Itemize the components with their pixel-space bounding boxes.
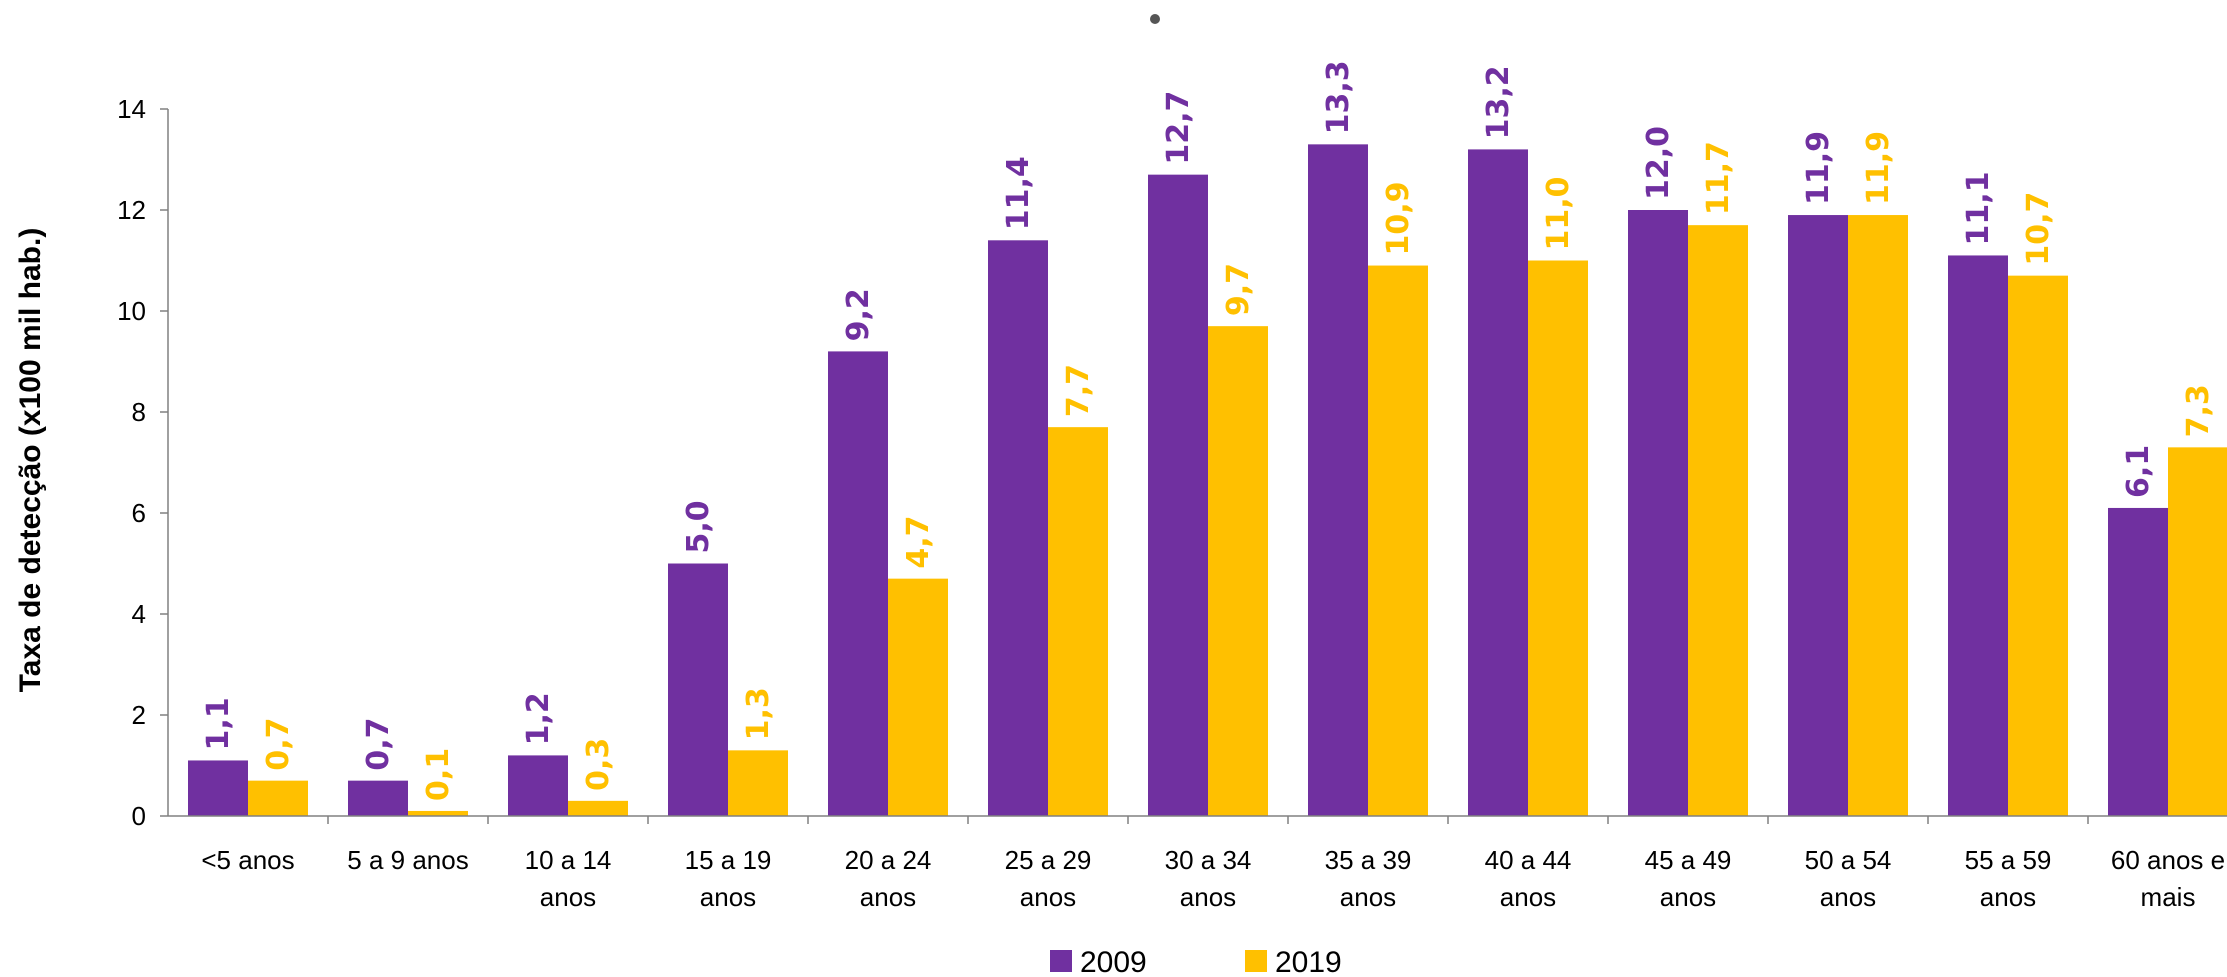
bar-2009 — [1788, 215, 1848, 817]
x-tick-label: 25 a 29 — [1005, 845, 1092, 875]
bar-2019 — [1048, 427, 1108, 816]
data-label-2009: 6,1 — [2121, 445, 2156, 498]
x-tick-label: anos — [1980, 882, 2036, 912]
bar-2009 — [668, 563, 728, 816]
x-tick-label: 60 anos e — [2111, 845, 2225, 875]
legend-label-2009: 2009 — [1080, 946, 1147, 977]
data-label-2019: 10,9 — [1381, 182, 1416, 256]
data-label-2019: 0,3 — [581, 738, 616, 791]
bar-2009 — [508, 755, 568, 816]
y-tick-label: 8 — [132, 397, 146, 427]
data-label-2009: 13,2 — [1481, 65, 1516, 139]
x-tick-label: anos — [540, 882, 596, 912]
bar-2019 — [248, 780, 308, 816]
data-label-2009: 9,2 — [841, 288, 876, 341]
data-label-2009: 12,7 — [1161, 91, 1196, 165]
data-label-2019: 1,3 — [741, 687, 776, 740]
bar-2019 — [568, 800, 628, 816]
legend-swatch-2009 — [1050, 950, 1072, 972]
x-tick-label: anos — [1340, 882, 1396, 912]
data-label-2019: 11,7 — [1701, 141, 1736, 215]
x-tick-label: anos — [1020, 882, 1076, 912]
x-tick-label: 45 a 49 — [1645, 845, 1732, 875]
x-tick-label: 10 a 14 — [525, 845, 612, 875]
bar-2019 — [1368, 265, 1428, 816]
y-tick-label: 14 — [117, 94, 146, 124]
x-tick-label: anos — [1180, 882, 1236, 912]
legend-swatch-2019 — [1245, 950, 1267, 972]
x-axis: <5 anos 5 a 9 anos 10 a 14 anos 15 a 19 anos 2… — [168, 815, 2227, 912]
bar-2009 — [2108, 507, 2168, 816]
data-label-2009: 12,0 — [1641, 126, 1676, 200]
y-tick-label: 4 — [132, 599, 146, 629]
x-tick-label: anos — [1500, 882, 1556, 912]
bar-2019 — [1688, 225, 1748, 816]
decorative-dot — [1150, 14, 1160, 24]
x-tick-label: anos — [700, 882, 756, 912]
x-tick-label: 40 a 44 — [1485, 845, 1572, 875]
bars: 1,1 0,7 0,7 0,1 1,2 0,3 5,0 1,3 9,2 4,7 11,4 7,7 12,… — [188, 60, 2227, 817]
x-tick-label: 30 a 34 — [1165, 845, 1252, 875]
bar-2019 — [888, 578, 948, 816]
bar-2009 — [188, 760, 248, 816]
data-label-2019: 7,3 — [2181, 384, 2216, 437]
y-tick-label: 12 — [117, 195, 146, 225]
y-axis: 0 2 4 6 8 10 12 14 — [117, 94, 169, 831]
bar-2009 — [348, 780, 408, 816]
bar-2009 — [1948, 255, 2008, 816]
y-tick-label: 6 — [132, 498, 146, 528]
data-label-2009: 13,3 — [1321, 60, 1356, 134]
data-label-2019: 0,1 — [421, 748, 456, 801]
x-tick-label: 20 a 24 — [845, 845, 932, 875]
bar-2009 — [988, 240, 1048, 817]
data-label-2009: 11,1 — [1961, 171, 1996, 245]
x-tick-label: <5 anos — [201, 845, 294, 875]
x-tick-label: anos — [1820, 882, 1876, 912]
data-label-2019: 0,7 — [261, 717, 296, 770]
x-tick-label: 35 a 39 — [1325, 845, 1412, 875]
data-label-2019: 9,7 — [1221, 263, 1256, 316]
data-label-2019: 10,7 — [2021, 192, 2056, 266]
bar-2019 — [728, 750, 788, 816]
data-label-2019: 11,9 — [1861, 131, 1896, 205]
y-tick-label: 0 — [132, 801, 146, 831]
bar-2019 — [1528, 260, 1588, 816]
data-label-2009: 11,9 — [1801, 131, 1836, 205]
y-axis-title: Taxa de detecção (x100 mil hab.) — [14, 228, 47, 693]
bar-2019 — [2168, 447, 2227, 816]
bar-2019 — [408, 810, 468, 816]
legend-label-2019: 2019 — [1275, 946, 1342, 977]
bar-2019 — [2008, 275, 2068, 816]
bar-2009 — [1308, 144, 1368, 817]
y-tick-label: 10 — [117, 296, 146, 326]
data-label-2009: 1,1 — [201, 697, 236, 750]
data-label-2019: 11,0 — [1541, 176, 1576, 250]
data-label-2009: 5,0 — [681, 500, 716, 553]
x-tick-label: mais — [2141, 882, 2196, 912]
x-tick-label: 15 a 19 — [685, 845, 772, 875]
data-label-2019: 4,7 — [901, 515, 936, 568]
bar-2009 — [1628, 210, 1688, 816]
data-label-2009: 11,4 — [1001, 156, 1036, 230]
bar-2009 — [1468, 149, 1528, 816]
bar-2019 — [1848, 215, 1908, 817]
x-tick-label: 50 a 54 — [1805, 845, 1892, 875]
x-tick-label: anos — [1660, 882, 1716, 912]
bar-2009 — [1148, 174, 1208, 816]
legend: 2009 2019 — [1050, 946, 1342, 977]
x-tick-label: 5 a 9 anos — [347, 845, 468, 875]
bar-2009 — [828, 351, 888, 816]
y-tick-label: 2 — [132, 700, 146, 730]
x-tick-label: 55 a 59 — [1965, 845, 2052, 875]
data-label-2009: 0,7 — [361, 717, 396, 770]
data-label-2009: 1,2 — [521, 692, 556, 745]
data-label-2019: 7,7 — [1061, 364, 1096, 417]
bar-2019 — [1208, 326, 1268, 816]
x-tick-label: anos — [860, 882, 916, 912]
